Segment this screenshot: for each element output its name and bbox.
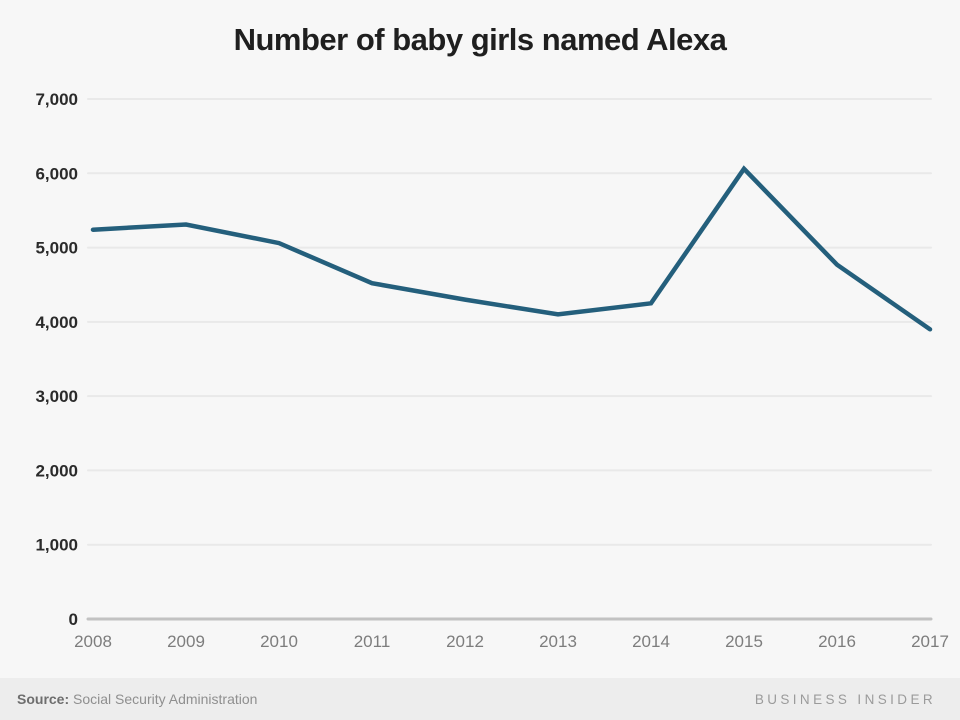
y-axis-tick-label: 2,000 (35, 461, 78, 480)
x-axis-tick-label: 2008 (74, 632, 112, 651)
business-insider-wordmark: BUSINESS INSIDER (754, 691, 936, 707)
y-axis-tick-label: 3,000 (35, 387, 78, 406)
x-axis-tick-label: 2014 (632, 632, 670, 651)
footer-bar: Source: Social Security Administration B… (0, 678, 960, 720)
source-label: Source: (17, 691, 70, 707)
y-axis-tick-label: 1,000 (35, 536, 78, 555)
x-axis-tick-label: 2011 (354, 632, 391, 651)
x-axis-tick-label: 2012 (446, 632, 484, 651)
y-axis-tick-label: 5,000 (35, 239, 78, 258)
x-axis-tick-label: 2009 (167, 632, 205, 651)
data-line-series (90, 165, 933, 332)
y-axis-tick-label: 0 (69, 610, 78, 629)
y-axis-tick-label: 7,000 (35, 90, 78, 109)
source-note: Source: Social Security Administration (17, 691, 257, 707)
x-axis-tick-label: 2016 (818, 632, 856, 651)
x-axis-tick-label: 2015 (725, 632, 763, 651)
y-axis-tick-label: 6,000 (35, 164, 78, 183)
source-value: Social Security Administration (73, 691, 258, 707)
x-axis-tick-label: 2017 (911, 632, 949, 651)
y-axis-tick-label: 4,000 (35, 313, 78, 332)
chart-title: Number of baby girls named Alexa (233, 22, 727, 57)
x-axis-tick-label: 2010 (260, 632, 298, 651)
x-axis-tick-label: 2013 (539, 632, 577, 651)
